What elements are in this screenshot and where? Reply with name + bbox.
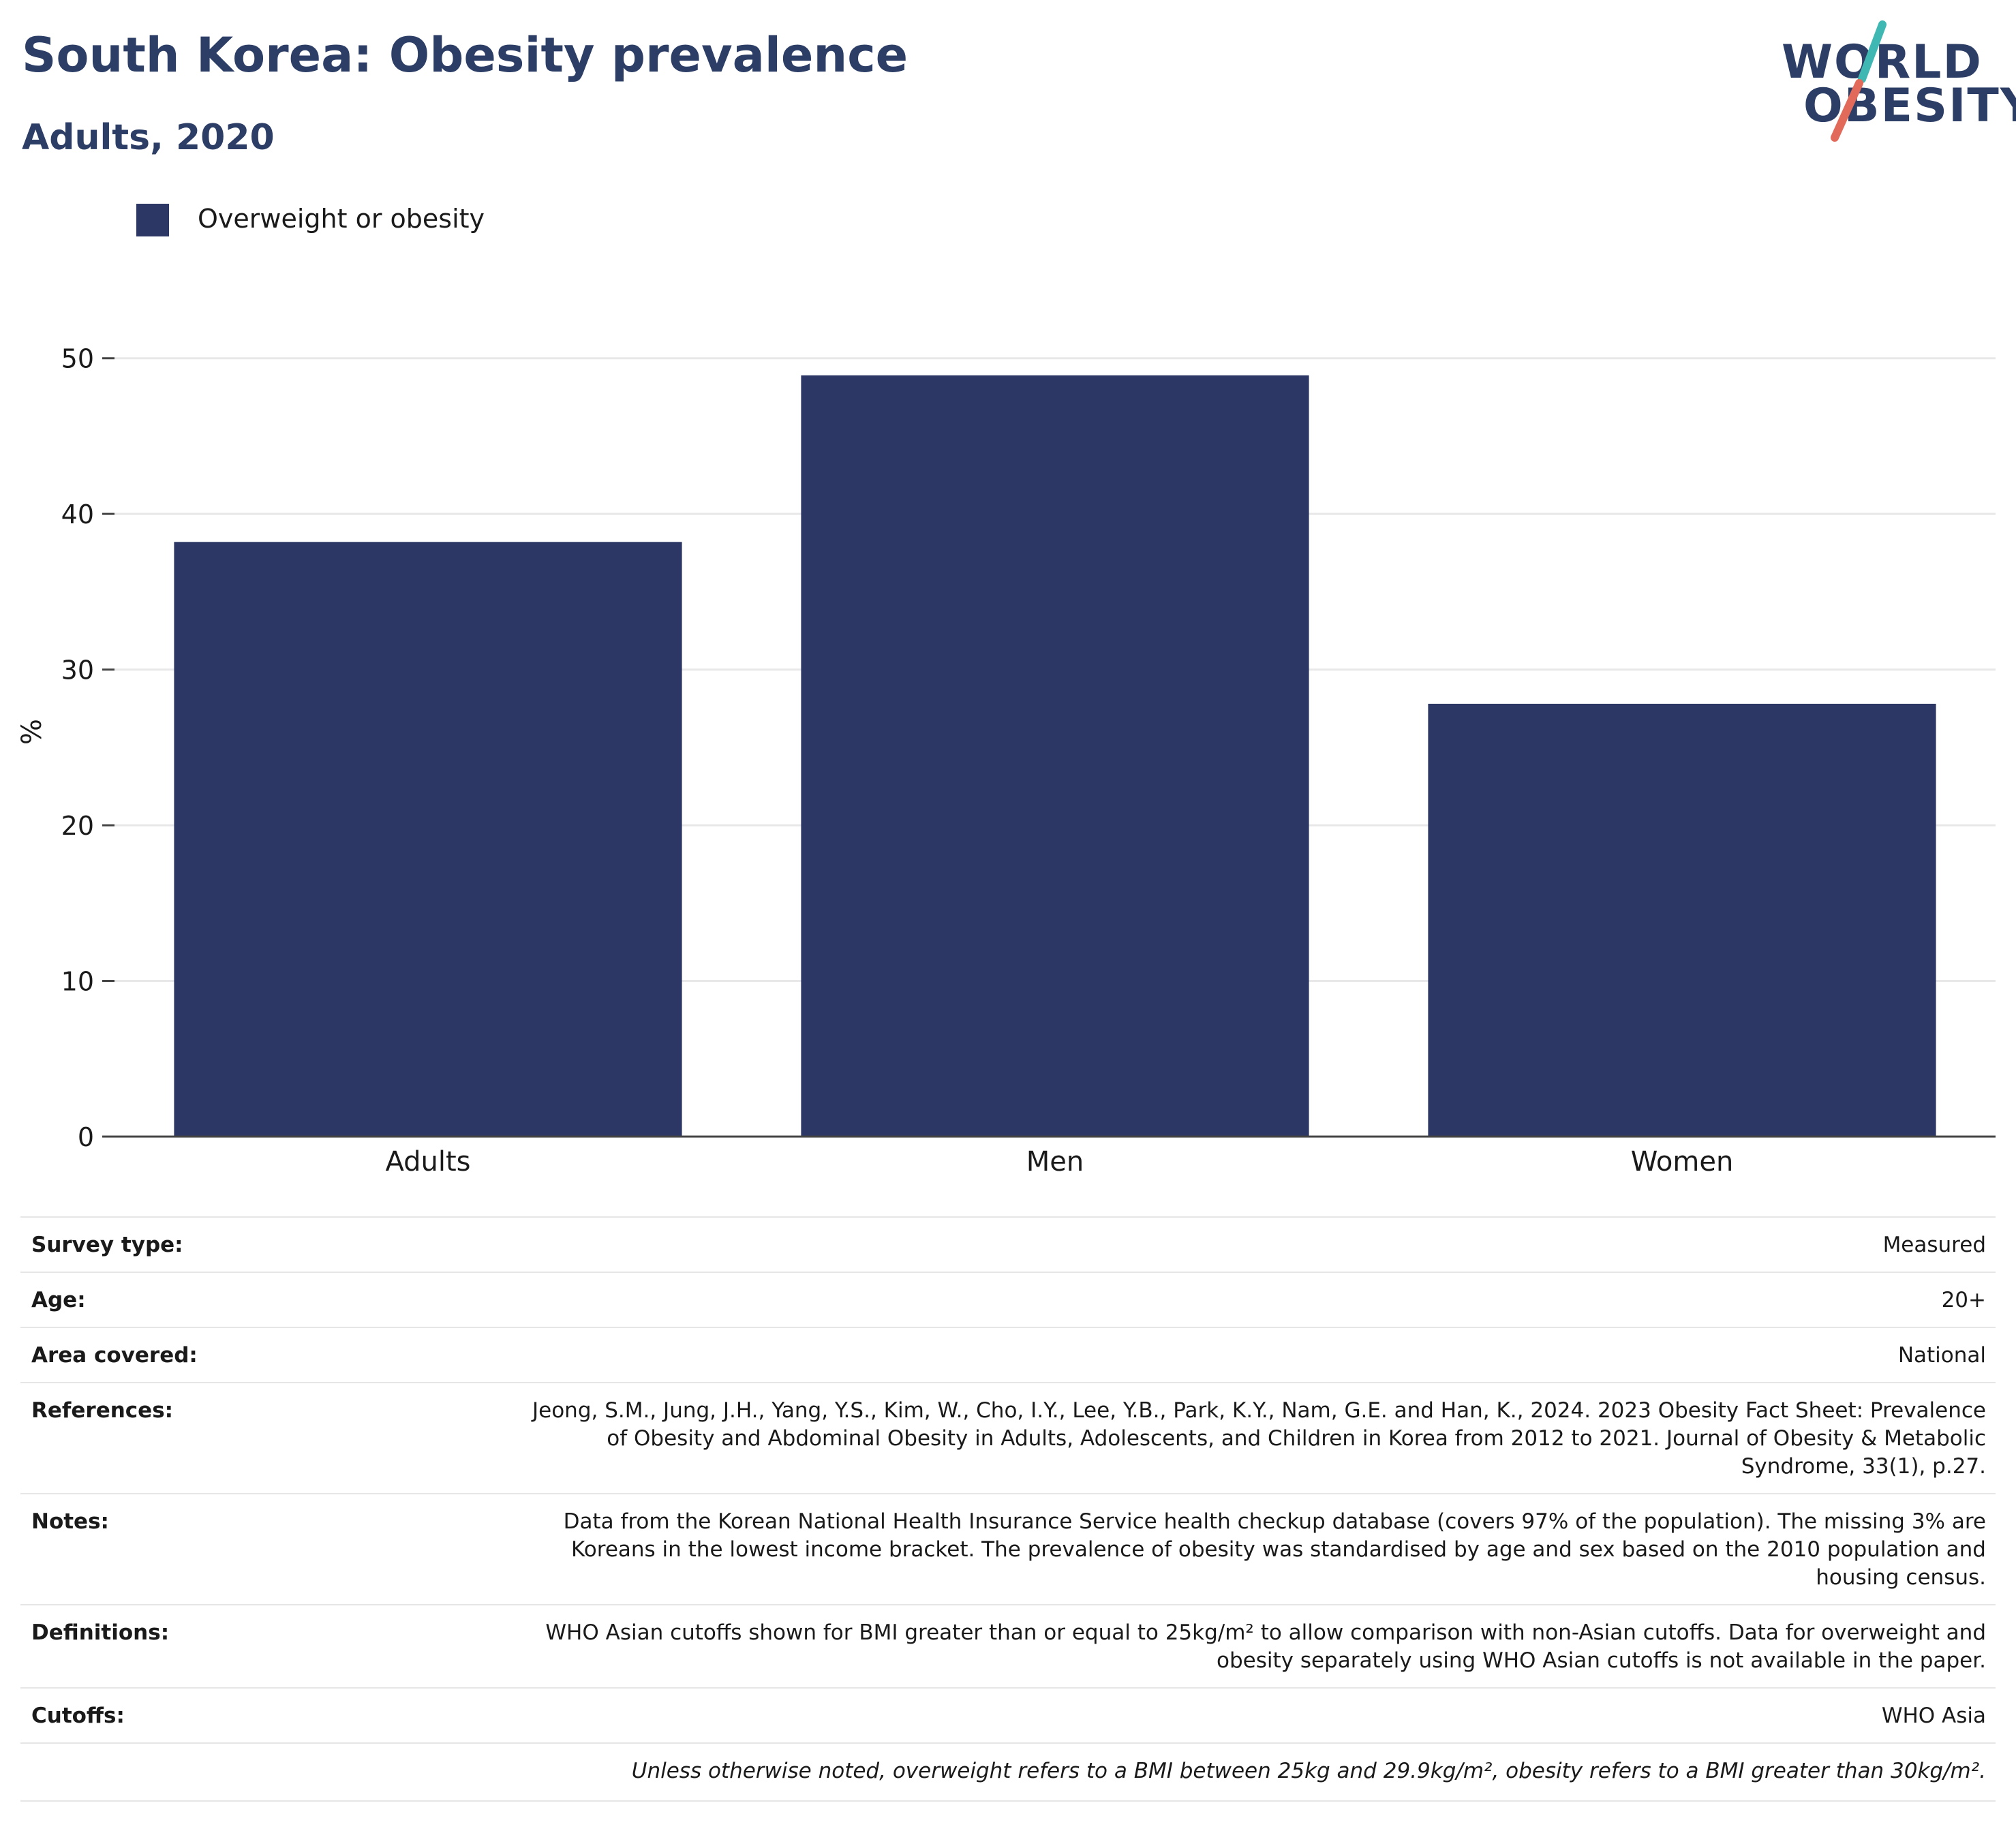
- y-axis-title: %: [16, 719, 48, 745]
- meta-value: 20+: [1941, 1288, 1986, 1312]
- meta-value: WHO Asian cutoffs shown for BMI greater …: [545, 1620, 1986, 1673]
- meta-row-age: Age: 20+: [20, 1273, 1996, 1328]
- page-subtitle: Adults, 2020: [22, 117, 275, 158]
- meta-row-area-covered: Area covered: National: [20, 1328, 1996, 1383]
- meta-label: Area covered:: [31, 1343, 198, 1368]
- meta-row-cutoffs: Cutoffs: WHO Asia: [20, 1689, 1996, 1744]
- y-tick-label: 10: [61, 967, 94, 997]
- x-category-label: Men: [1026, 1146, 1084, 1172]
- meta-value: National: [1897, 1343, 1986, 1368]
- meta-value: Jeong, S.M., Jung, J.H., Yang, Y.S., Kim…: [532, 1398, 1986, 1479]
- world-obesity-logo: WORLD OBESITY: [1772, 20, 2016, 143]
- bar-men: [801, 375, 1309, 1137]
- x-category-label: Women: [1631, 1146, 1734, 1172]
- meta-value: Measured: [1882, 1233, 1986, 1257]
- page-title: South Korea: Obesity prevalence: [22, 27, 908, 83]
- meta-label: References:: [31, 1398, 174, 1423]
- metadata-table: Survey type: Measured Age: 20+ Area cove…: [20, 1216, 1996, 1802]
- y-tick-label: 50: [61, 344, 94, 374]
- meta-row-notes: Notes: Data from the Korean National Hea…: [20, 1494, 1996, 1605]
- definition-footnote: Unless otherwise noted, overweight refer…: [20, 1744, 1996, 1802]
- meta-row-definitions: Definitions: WHO Asian cutoffs shown for…: [20, 1605, 1996, 1689]
- legend-label: Overweight or obesity: [198, 204, 485, 234]
- bar-chart: 0 10 20 30 40 50 Adults Men Women%: [16, 344, 1996, 1172]
- logo-line-world: WORLD: [1782, 35, 1983, 89]
- bar-adults: [174, 542, 682, 1137]
- meta-label: Age:: [31, 1288, 86, 1312]
- bar-women: [1428, 703, 1936, 1137]
- legend-swatch: [136, 204, 169, 236]
- meta-value: Data from the Korean National Health Ins…: [563, 1509, 1986, 1590]
- meta-row-references: References: Jeong, S.M., Jung, J.H., Yan…: [20, 1383, 1996, 1494]
- meta-value: WHO Asia: [1881, 1704, 1986, 1728]
- y-tick-label: 40: [61, 499, 94, 529]
- y-tick-label: 0: [78, 1122, 94, 1152]
- x-category-label: Adults: [385, 1146, 470, 1172]
- y-tick-label: 20: [61, 811, 94, 841]
- meta-label: Survey type:: [31, 1233, 183, 1257]
- logo-slash-icon: [1831, 20, 1887, 142]
- meta-label: Cutoffs:: [31, 1704, 125, 1728]
- y-tick-label: 30: [61, 656, 94, 686]
- meta-row-survey-type: Survey type: Measured: [20, 1216, 1996, 1273]
- meta-label: Notes:: [31, 1509, 109, 1534]
- meta-label: Definitions:: [31, 1620, 170, 1645]
